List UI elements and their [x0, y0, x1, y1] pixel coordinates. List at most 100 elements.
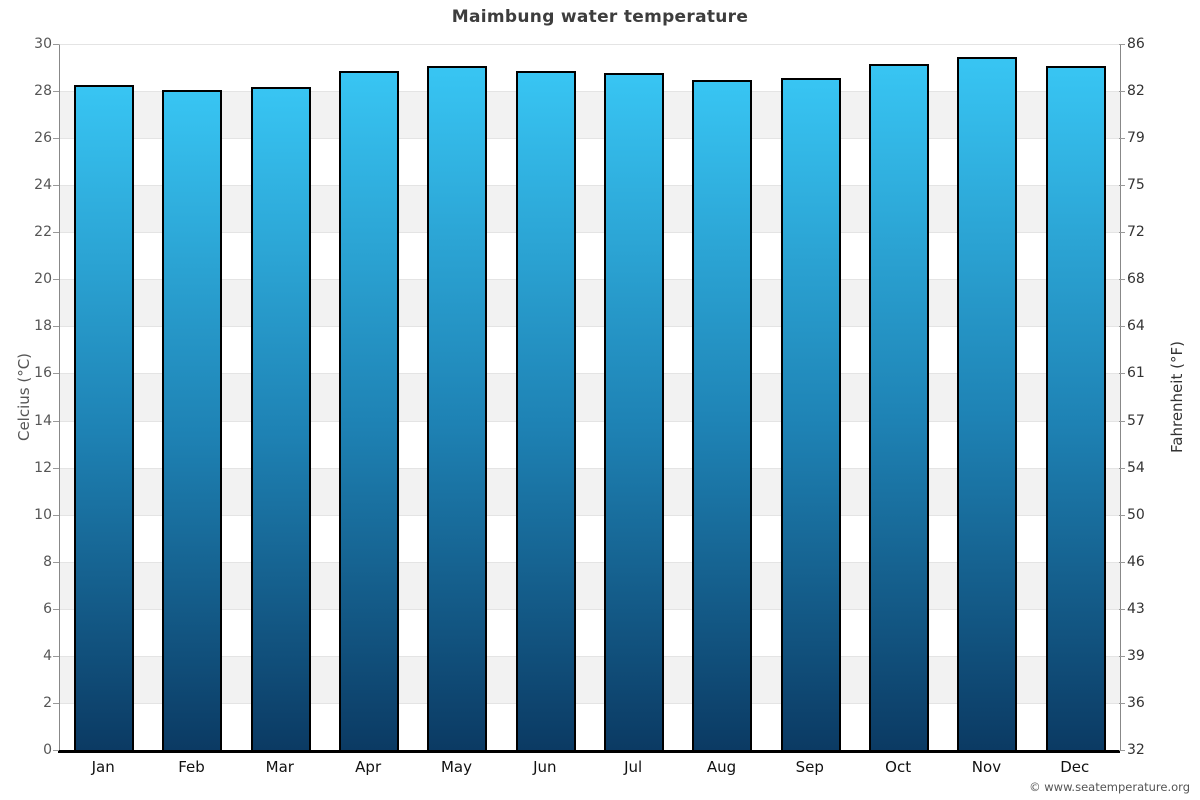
celsius-tick-label: 12 — [34, 459, 52, 476]
celsius-tick-label: 14 — [34, 412, 52, 429]
bar-slot — [237, 45, 325, 751]
celsius-tick-mark — [53, 608, 59, 610]
bar-may[interactable] — [427, 66, 488, 751]
fahrenheit-tick-mark — [1119, 232, 1125, 234]
celsius-tick-mark — [53, 326, 59, 328]
bar-slot — [1032, 45, 1120, 751]
bar-apr[interactable] — [339, 70, 400, 751]
fahrenheit-tick-mark — [1119, 608, 1125, 610]
fahrenheit-tick-mark — [1119, 138, 1125, 140]
bar-slot — [678, 45, 766, 751]
fahrenheit-tick-label: 46 — [1127, 553, 1145, 570]
celsius-tick-mark — [53, 138, 59, 140]
bar-slot — [413, 45, 501, 751]
month-label-apr: Apr — [355, 758, 382, 776]
fahrenheit-tick-label: 32 — [1127, 742, 1145, 758]
grid-band — [60, 703, 1120, 751]
month-label-mar: Mar — [265, 758, 294, 776]
celsius-tick-mark — [53, 561, 59, 563]
fahrenheit-tick-label: 61 — [1127, 365, 1145, 382]
bar-slot — [855, 45, 943, 751]
fahrenheit-tick-label: 82 — [1127, 83, 1145, 100]
x-axis-labels: Jan Feb Mar Apr May Jun Jul Aug Sep Oct Nov Dec — [59, 758, 1119, 776]
month-label-aug: Aug — [706, 758, 737, 776]
grid-band — [60, 656, 1120, 704]
month-label-jun: Jun — [533, 758, 557, 776]
bar-aug[interactable] — [692, 80, 753, 751]
celsius-tick-mark — [53, 420, 59, 422]
grid-band — [60, 562, 1120, 610]
fahrenheit-tick-mark — [1119, 750, 1125, 751]
month-label-oct: Oct — [885, 758, 912, 776]
fahrenheit-tick-mark — [1119, 326, 1125, 328]
grid-band — [60, 609, 1120, 657]
celsius-tick-label: 26 — [34, 130, 52, 147]
grid-band — [60, 280, 1120, 328]
celsius-tick-label: 8 — [43, 553, 52, 570]
celsius-tick-label: 10 — [34, 506, 52, 523]
bar-slot — [590, 45, 678, 751]
fahrenheit-tick-mark — [1119, 702, 1125, 704]
bar-nov[interactable] — [957, 56, 1018, 751]
fahrenheit-tick-label: 54 — [1127, 459, 1145, 476]
celsius-tick-mark — [53, 514, 59, 516]
celsius-tick-label: 22 — [34, 224, 52, 241]
bar-series — [60, 45, 1120, 751]
grid-band — [60, 374, 1120, 422]
celsius-tick-mark — [53, 750, 59, 751]
fahrenheit-tick-mark — [1119, 44, 1125, 45]
bar-dec[interactable] — [1045, 66, 1106, 751]
month-label-nov: Nov — [971, 758, 1002, 776]
bar-slot — [502, 45, 590, 751]
fahrenheit-tick-mark — [1119, 279, 1125, 281]
month-label-dec: Dec — [1060, 758, 1090, 776]
grid-band — [60, 327, 1120, 375]
bar-jun[interactable] — [515, 70, 576, 751]
celsius-tick-label: 18 — [34, 318, 52, 335]
celsius-tick-mark — [53, 279, 59, 281]
celsius-tick-label: 20 — [34, 271, 52, 288]
month-label-may: May — [440, 758, 472, 776]
attribution-link[interactable]: © www.seatemperature.org — [1029, 780, 1190, 794]
y-axis-label-fahrenheit: Fahrenheit (°F) — [1168, 341, 1186, 453]
bar-slot — [943, 45, 1031, 751]
bar-slot — [767, 45, 855, 751]
bar-mar[interactable] — [250, 87, 311, 751]
celsius-tick-label: 30 — [34, 36, 52, 52]
bar-sep[interactable] — [780, 77, 841, 751]
bar-jan[interactable] — [74, 85, 135, 751]
fahrenheit-tick-label: 86 — [1127, 36, 1145, 52]
celsius-tick-mark — [53, 185, 59, 187]
y-axis-label-celsius: Celcius (°C) — [15, 352, 33, 442]
fahrenheit-tick-mark — [1119, 420, 1125, 422]
bar-oct[interactable] — [869, 63, 930, 751]
x-axis-line — [58, 750, 1120, 753]
chart-title: Maimbung water temperature — [451, 7, 749, 27]
grid-band — [60, 468, 1120, 516]
fahrenheit-tick-mark — [1119, 373, 1125, 375]
celsius-tick-label: 6 — [43, 600, 52, 617]
grid-band — [60, 139, 1120, 187]
bar-slot — [325, 45, 413, 751]
fahrenheit-tick-mark — [1119, 91, 1125, 93]
celsius-tick-mark — [53, 467, 59, 469]
celsius-tick-label: 2 — [43, 694, 52, 711]
celsius-tick-label: 24 — [34, 177, 52, 194]
month-label-feb: Feb — [178, 758, 205, 776]
bar-feb[interactable] — [162, 89, 223, 751]
grid-band — [60, 92, 1120, 140]
fahrenheit-tick-label: 79 — [1127, 130, 1145, 147]
month-label-sep: Sep — [795, 758, 824, 776]
celsius-tick-mark — [53, 44, 59, 45]
fahrenheit-tick-label: 50 — [1127, 506, 1145, 523]
fahrenheit-tick-label: 75 — [1127, 177, 1145, 194]
fahrenheit-tick-label: 68 — [1127, 271, 1145, 288]
fahrenheit-tick-label: 64 — [1127, 318, 1145, 335]
month-label-jul: Jul — [624, 758, 643, 776]
fahrenheit-tick-mark — [1119, 467, 1125, 469]
bar-jul[interactable] — [604, 73, 665, 751]
plot-area — [59, 44, 1121, 751]
celsius-tick-label: 28 — [34, 83, 52, 100]
bar-slot — [60, 45, 148, 751]
